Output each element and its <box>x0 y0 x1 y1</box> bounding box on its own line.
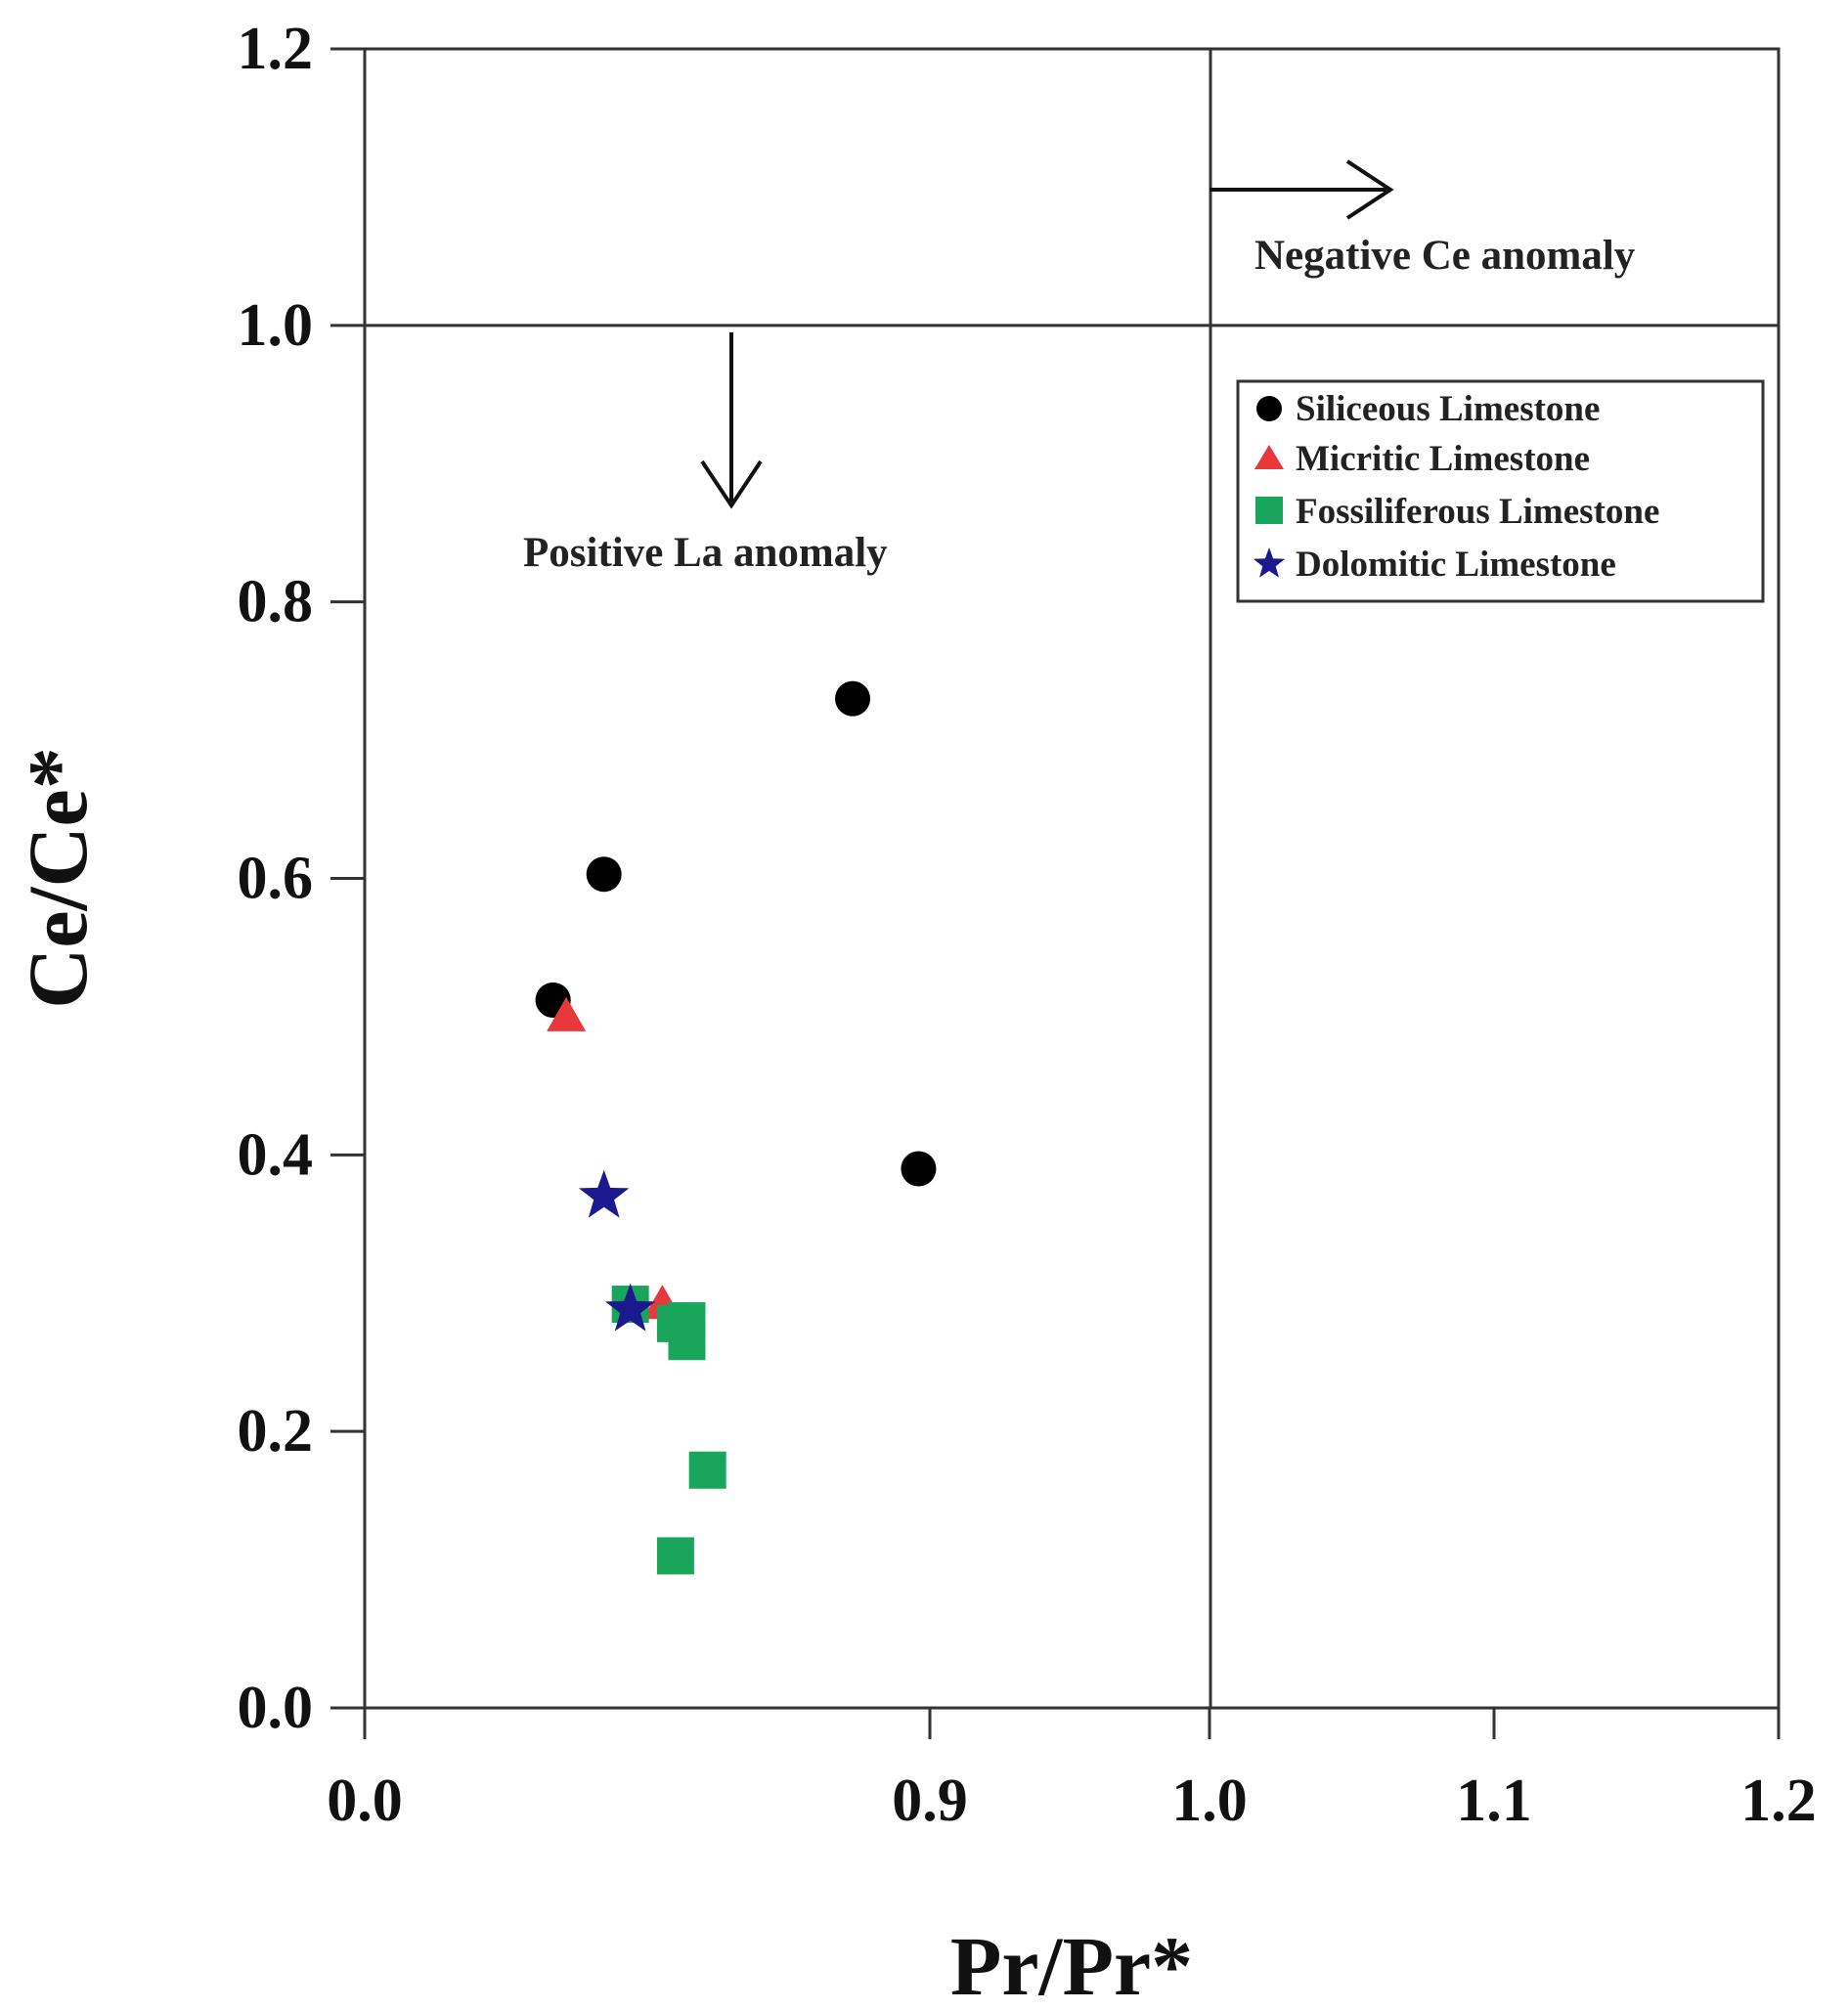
x-tick-label: 1.1 <box>1456 1768 1532 1834</box>
x-axis: 0.0 0.9 1.0 1.1 1.2 <box>327 1708 1817 1834</box>
point-dolomitic <box>579 1169 630 1218</box>
legend-label-siliceous: Siliceous Limestone <box>1296 389 1600 429</box>
legend-marker-siliceous <box>1256 396 1282 421</box>
x-tick-label: 1.2 <box>1740 1768 1817 1834</box>
x-tick-label: 0.0 <box>327 1768 403 1834</box>
y-tick-label: 0.6 <box>238 846 314 912</box>
annotation-negative-ce: Negative Ce anomaly <box>1254 233 1636 279</box>
point-dolomitic <box>605 1283 656 1332</box>
legend-box <box>1236 379 1765 603</box>
legend: Siliceous Limestone Micritic Limestone F… <box>1236 379 1765 603</box>
legend-marker-micritic <box>1254 445 1284 469</box>
y-tick-label: 1.0 <box>238 292 314 359</box>
legend-label-dolomitic: Dolomitic Limestone <box>1296 545 1616 585</box>
point-siliceous <box>586 856 622 893</box>
y-tick-label: 0.2 <box>238 1398 314 1464</box>
legend-label-micritic: Micritic Limestone <box>1296 439 1590 479</box>
x-tick-label: 1.0 <box>1171 1768 1248 1834</box>
data-points <box>535 680 937 1575</box>
point-siliceous <box>835 680 871 717</box>
y-tick-label: 0.8 <box>238 569 314 635</box>
legend-marker-dolomitic <box>1253 547 1286 578</box>
plot-frame <box>363 47 1781 1710</box>
legend-label-fossiliferous: Fossiliferous Limestone <box>1296 492 1659 532</box>
y-axis-title: Ce/Ce* <box>11 747 105 1008</box>
x-tick-label: 0.9 <box>892 1768 968 1834</box>
positive-la-arrow <box>700 332 763 509</box>
point-micritic <box>547 996 587 1031</box>
point-fossiliferous <box>688 1451 726 1489</box>
y-tick-label: 1.2 <box>238 16 314 82</box>
y-tick-label: 0.4 <box>238 1121 314 1188</box>
negative-ce-arrow <box>1210 159 1394 220</box>
point-fossiliferous <box>656 1537 694 1575</box>
legend-marker-fossiliferous <box>1255 497 1283 524</box>
x-axis-title: Pr/Pr* <box>950 1919 1193 2010</box>
y-tick-label: 0.0 <box>238 1675 314 1741</box>
point-siliceous <box>901 1151 937 1187</box>
annotation-positive-la: Positive La anomaly <box>523 530 888 576</box>
y-axis: 0.0 0.2 0.4 0.6 0.8 1.0 1.2 <box>238 16 365 1741</box>
point-fossiliferous <box>668 1323 706 1361</box>
